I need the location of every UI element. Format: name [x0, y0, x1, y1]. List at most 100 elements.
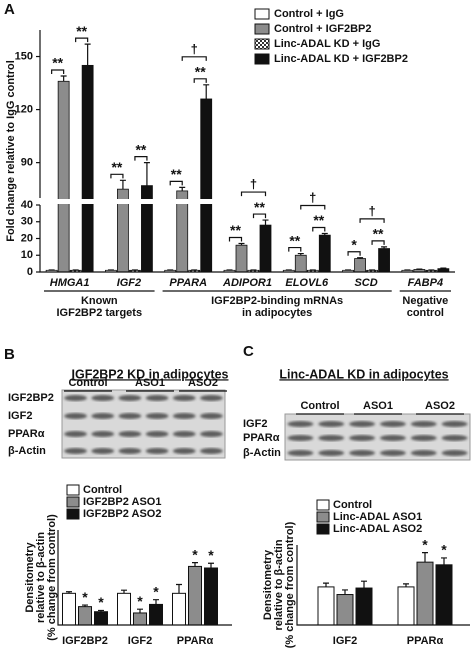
bar: [294, 254, 307, 273]
bar: [259, 224, 272, 273]
significance-star: **: [135, 141, 146, 157]
blot-band: [91, 448, 115, 454]
legend-label: Control: [333, 499, 372, 511]
axes: [57, 530, 232, 626]
y-tick-label: 10: [21, 249, 33, 261]
y-axis-label: Densitometry: [24, 541, 36, 612]
blot-band: [145, 431, 169, 437]
legend-swatch: [316, 499, 330, 511]
significance-star: *: [153, 583, 159, 599]
x-tick-label: PPARα: [177, 635, 214, 647]
panel-title: IGF2BP2 KD in adipocytes: [72, 367, 229, 381]
significance-star: *: [137, 593, 143, 609]
significance-star: **: [230, 222, 241, 238]
blot-band: [118, 448, 142, 454]
bar: [57, 80, 70, 273]
bar: [172, 592, 186, 626]
group-label: control: [407, 307, 444, 319]
blot-band: [379, 435, 406, 441]
y-axis-label: relative to β-actin: [35, 532, 47, 623]
bar: [378, 248, 390, 273]
blot-band: [145, 413, 169, 419]
x-tick-label: PPARA: [169, 277, 207, 289]
bar: [354, 258, 366, 273]
error-bar: [238, 242, 245, 246]
bar: [81, 64, 94, 273]
bar: [397, 586, 415, 626]
blot-band: [349, 435, 376, 441]
error-bar: [66, 591, 72, 594]
blot-band: [118, 395, 142, 401]
y-axis-label: (% change from control): [46, 514, 58, 641]
error-bar: [208, 562, 214, 568]
significance-bracket: [288, 246, 302, 252]
error-bar: [403, 583, 409, 587]
blot-band: [318, 450, 345, 456]
error-bar: [357, 257, 364, 259]
blot-column-label: Control: [300, 400, 339, 412]
error-bar: [143, 162, 150, 186]
blot-column-label: ASO1: [363, 400, 393, 412]
significance-star: **: [254, 199, 265, 215]
error-bar: [98, 609, 104, 612]
error-bar: [176, 583, 182, 594]
legend-label: Linc-ADAL KD + IgG: [274, 38, 380, 50]
x-tick-label: ADIPOR1: [222, 277, 272, 289]
y-tick-label: 0: [27, 266, 33, 278]
legend-swatch: [66, 508, 80, 520]
blot-band: [64, 413, 87, 419]
panel-label: B: [4, 346, 15, 363]
group-label: IGF2BP2 targets: [56, 307, 142, 319]
blot-band: [200, 413, 223, 419]
significance-star: *: [422, 536, 428, 552]
blot-row-label: IGF2: [243, 418, 267, 430]
y-axis-label: relative to β-actin: [273, 539, 285, 630]
significance-dagger: †: [368, 203, 375, 218]
error-bar: [342, 589, 348, 595]
significance-star: **: [195, 64, 206, 80]
bar: [78, 606, 92, 626]
blot-band: [287, 450, 314, 456]
blot-band: [410, 435, 437, 441]
blot-row-label: IGF2: [8, 410, 32, 422]
blot-band: [441, 450, 468, 456]
x-tick-label: IGF2: [333, 635, 357, 647]
x-tick-label: IGF2: [117, 277, 141, 289]
y-tick-label: 20: [21, 232, 33, 244]
bar: [149, 603, 163, 626]
significance-star: *: [98, 594, 104, 610]
significance-star: *: [208, 547, 214, 563]
legend-swatch: [254, 8, 270, 20]
blot-column-label: ASO2: [188, 377, 218, 389]
error-bar: [441, 557, 447, 565]
blot-band: [118, 413, 142, 419]
error-bar: [321, 232, 328, 236]
bar: [117, 592, 131, 626]
y-axis-label: Fold change relative to IgG control: [5, 60, 17, 242]
blot-band: [91, 395, 115, 401]
group-label: in adipocytes: [242, 307, 312, 319]
blot-band: [349, 421, 376, 427]
y-tick-label: 30: [21, 216, 33, 228]
bar: [141, 185, 153, 273]
axes: [296, 545, 470, 626]
error-bar: [422, 552, 428, 563]
x-tick-label: PPARα: [407, 635, 444, 647]
group-label: Negative: [402, 295, 448, 307]
error-bar: [262, 219, 269, 226]
significance-bracket: [51, 69, 65, 74]
x-tick-label: ELOVL6: [285, 277, 329, 289]
significance-bracket: [110, 173, 124, 179]
group-label: Known: [81, 295, 118, 307]
blot-band: [91, 431, 115, 437]
significance-bracket: [312, 226, 326, 232]
blot-band: [64, 448, 87, 454]
significance-star: **: [171, 166, 182, 182]
blot-band: [349, 450, 376, 456]
y-tick-label: 120: [15, 103, 33, 115]
significance-bracket: [228, 236, 243, 242]
blot-row-label: β-Actin: [243, 447, 281, 459]
significance-bracket: [169, 180, 183, 186]
bar: [200, 98, 213, 273]
